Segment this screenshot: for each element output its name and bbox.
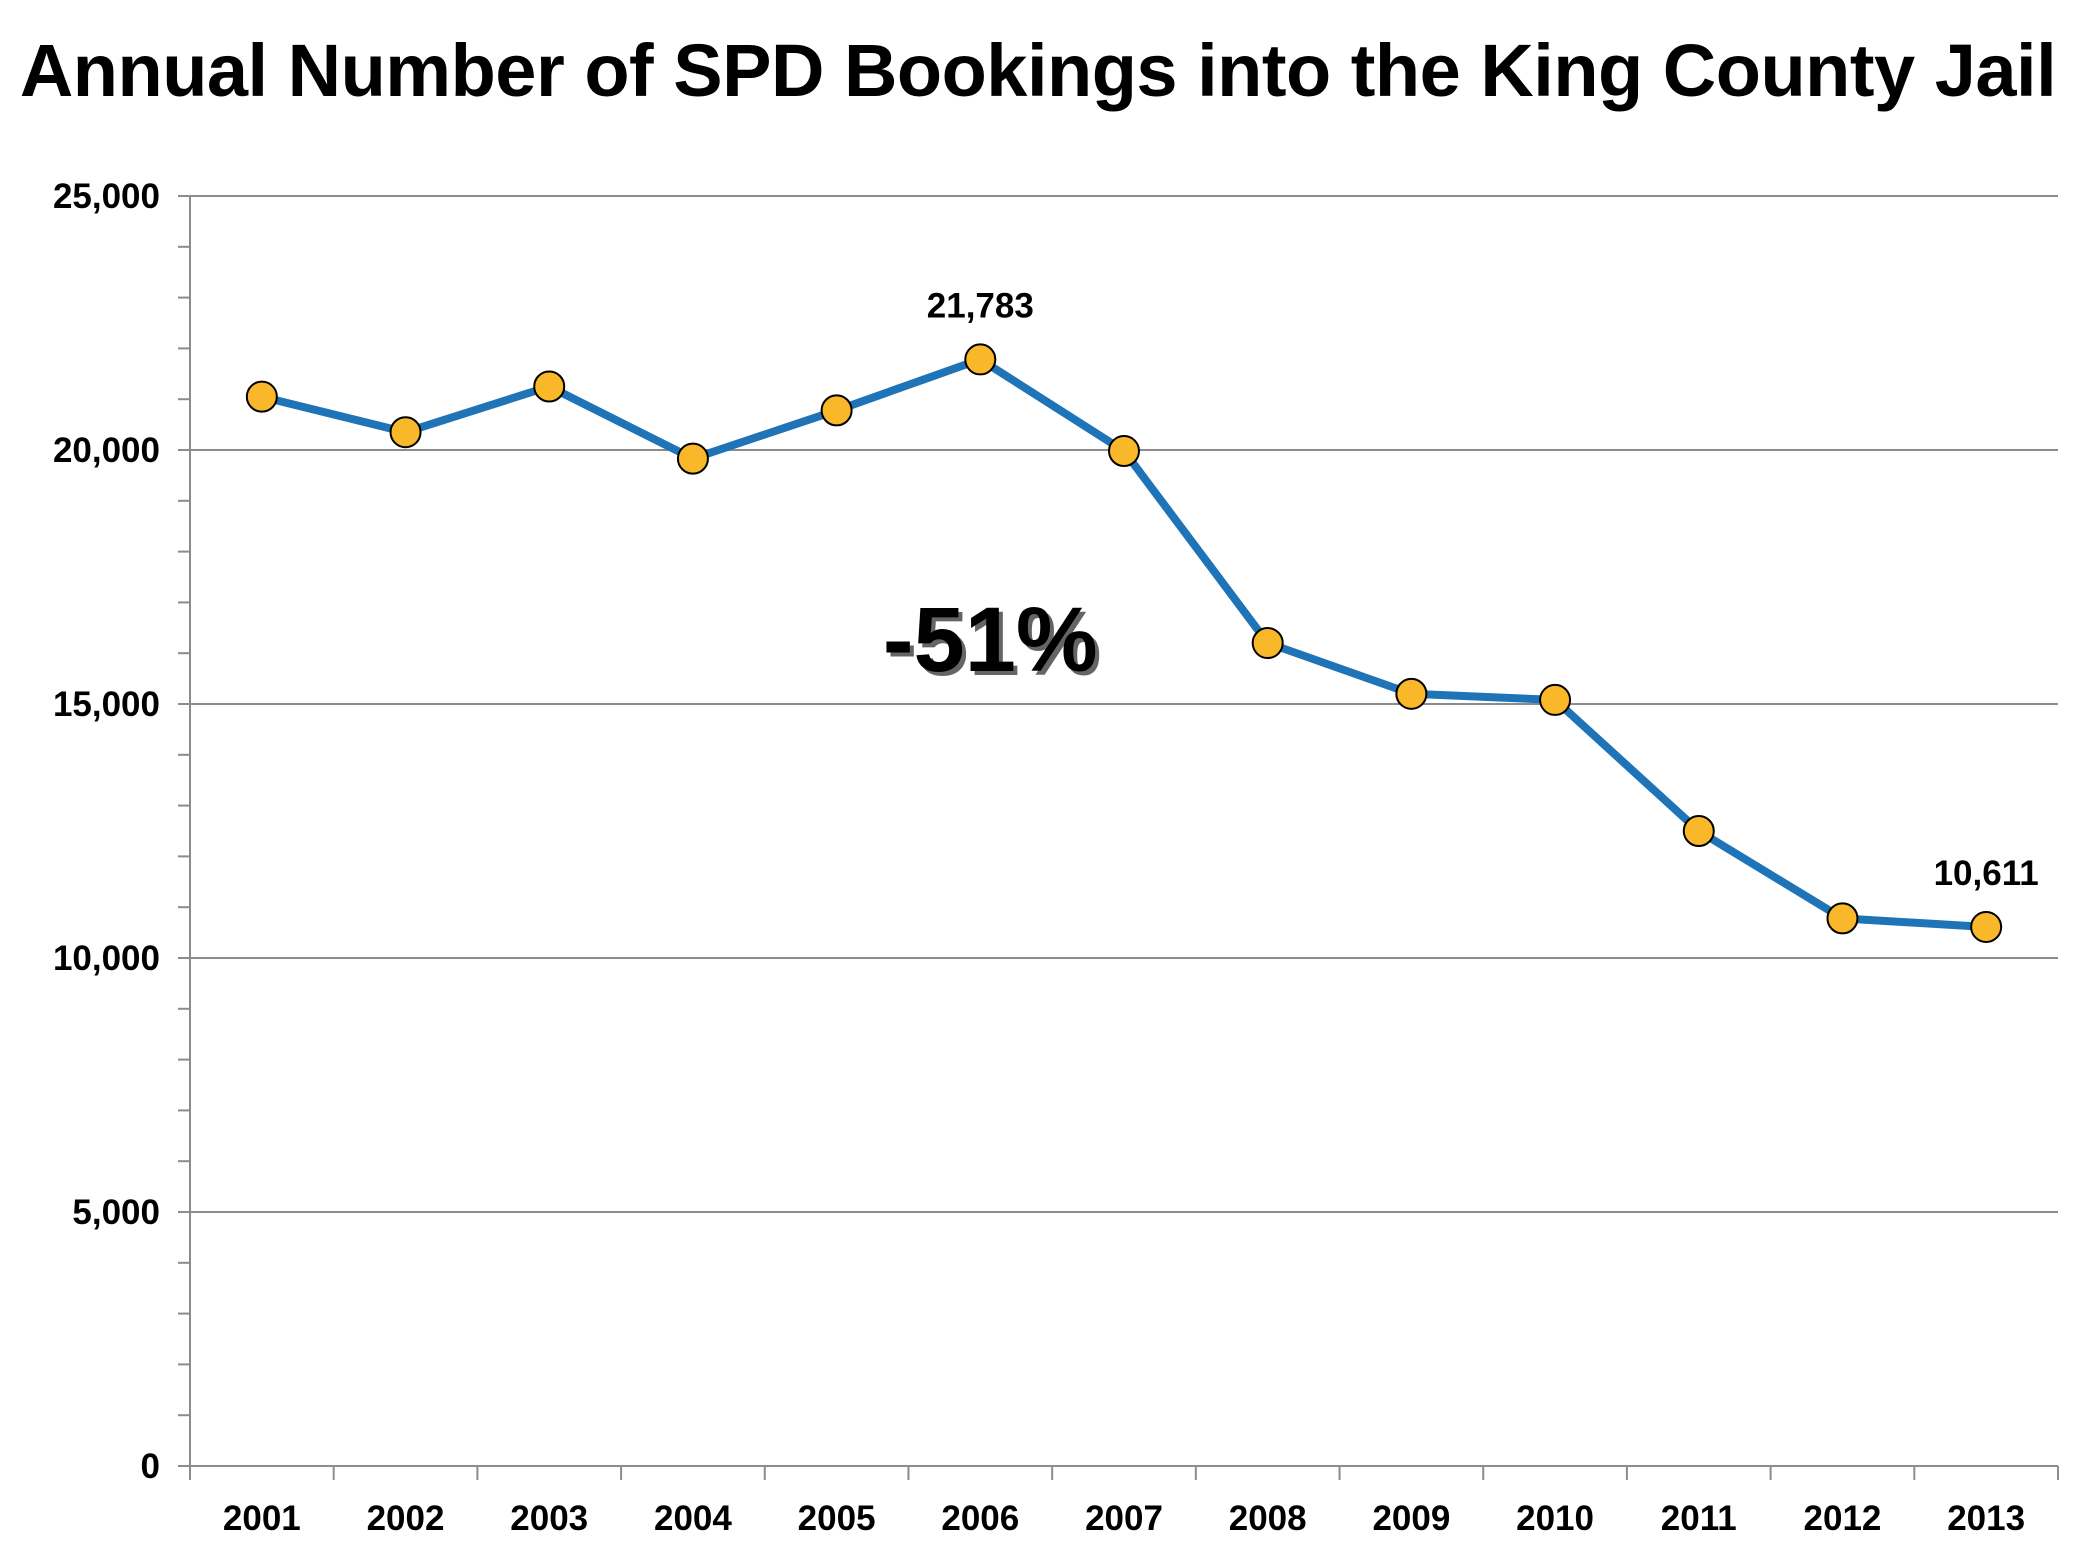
y-tick-label: 10,000 [53, 939, 160, 978]
chart-title: Annual Number of SPD Bookings into the K… [19, 29, 2057, 112]
data-point [1251, 627, 1284, 660]
x-tick-label: 2007 [1085, 1499, 1163, 1538]
data-point [533, 370, 566, 403]
labels: 0 5,000 10,000 15,000 20,000 25,000 2001 2002 20… [53, 177, 2039, 1538]
data-label: 10,611 [1934, 854, 2039, 893]
data-point [676, 442, 709, 475]
x-tick-label: 2006 [941, 1499, 1019, 1538]
x-tick-label: 2012 [1804, 1499, 1882, 1538]
y-tick-label: 0 [141, 1447, 160, 1486]
y-tick-label: 25,000 [53, 177, 160, 216]
data-point [1826, 902, 1859, 935]
data-point [389, 416, 422, 449]
data-label: 21,783 [927, 286, 1034, 325]
data-point [1970, 910, 2003, 943]
gridlines [190, 195, 2058, 1213]
data-point [245, 380, 278, 413]
annotation-shadow: -51% [887, 593, 1102, 695]
data-point [1395, 677, 1428, 710]
x-tick-label: 2002 [367, 1499, 445, 1538]
x-tick-label: 2008 [1229, 1499, 1307, 1538]
y-tick-label: 20,000 [53, 431, 160, 470]
data-point [820, 394, 853, 427]
data-point [1682, 815, 1715, 847]
y-tick-label: 5,000 [72, 1193, 160, 1232]
x-tick-label: 2010 [1516, 1499, 1594, 1538]
x-tick-label: 2003 [510, 1499, 588, 1538]
y-tick-label: 15,000 [53, 685, 160, 724]
x-tick-label: 2001 [223, 1499, 301, 1538]
x-tick-label: 2004 [654, 1499, 732, 1538]
data-point [1108, 435, 1140, 468]
x-tick-label: 2009 [1372, 1499, 1450, 1538]
axes [178, 195, 2059, 1480]
x-tick-label: 2013 [1947, 1499, 2025, 1538]
data-point-markers [245, 343, 2003, 943]
data-point [964, 343, 997, 376]
x-tick-label: 2011 [1661, 1499, 1737, 1538]
annotation-label: -51% [883, 589, 1098, 691]
x-tick-label: 2005 [798, 1499, 876, 1538]
data-point [1539, 683, 1572, 716]
